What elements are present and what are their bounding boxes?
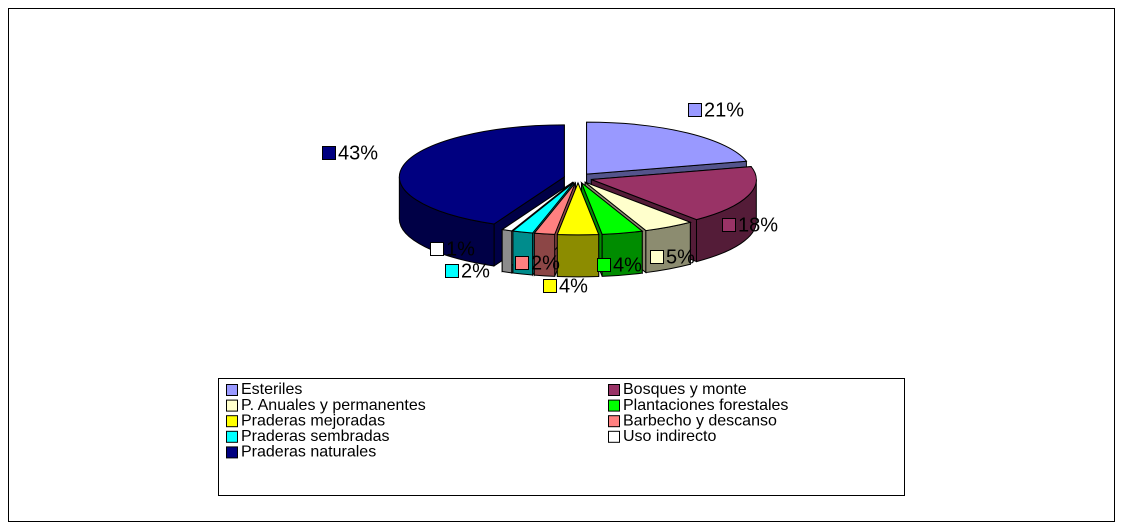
data-label: 4%	[613, 254, 642, 276]
label-swatch	[322, 146, 336, 160]
data-label: 18%	[738, 214, 778, 236]
slice	[533, 182, 576, 235]
slice	[580, 181, 644, 235]
legend-swatch	[226, 415, 238, 428]
legend-box	[218, 378, 905, 496]
slice	[591, 166, 757, 221]
legend-label: Esteriles	[241, 381, 302, 398]
legend-label: Praderas sembradas	[241, 428, 390, 445]
legend-swatch	[226, 430, 238, 443]
slice-side	[501, 228, 513, 274]
slice	[584, 181, 692, 232]
label-swatch	[445, 264, 459, 278]
label-swatch	[722, 218, 736, 232]
data-label: 5%	[666, 246, 695, 268]
slice-side	[556, 233, 600, 278]
legend-label: Bosques y monte	[623, 381, 747, 398]
data-label: 21%	[704, 99, 744, 121]
legend-label: Plantaciones forestales	[623, 397, 788, 414]
label-swatch	[543, 279, 557, 293]
legend-label: Praderas naturales	[241, 444, 376, 461]
legend-swatch	[226, 399, 238, 412]
legend-label: Praderas mejoradas	[241, 412, 385, 429]
slice	[556, 181, 600, 236]
legend-swatch	[608, 430, 620, 443]
legend-label: P. Anuales y permanentes	[241, 397, 426, 414]
slice	[500, 182, 573, 232]
data-label: 2%	[531, 252, 560, 274]
legend-swatch	[226, 384, 238, 396]
legend-swatch	[608, 384, 620, 396]
data-label: 1%	[446, 238, 475, 260]
data-label: 43%	[338, 142, 378, 164]
slice	[511, 182, 575, 234]
label-swatch	[430, 242, 444, 256]
label-swatch	[650, 250, 664, 264]
label-swatch	[688, 103, 702, 117]
slice	[398, 124, 565, 225]
label-swatch	[597, 258, 611, 272]
legend-label: Barbecho y descanso	[623, 412, 777, 429]
legend-swatch	[608, 415, 620, 428]
legend-label: Uso indirecto	[623, 428, 716, 445]
label-swatch	[515, 256, 529, 270]
data-label: 4%	[559, 275, 588, 297]
legend-swatch	[608, 399, 620, 412]
slice	[586, 121, 748, 175]
legend-swatch	[226, 446, 238, 459]
data-label: 2%	[461, 260, 490, 282]
